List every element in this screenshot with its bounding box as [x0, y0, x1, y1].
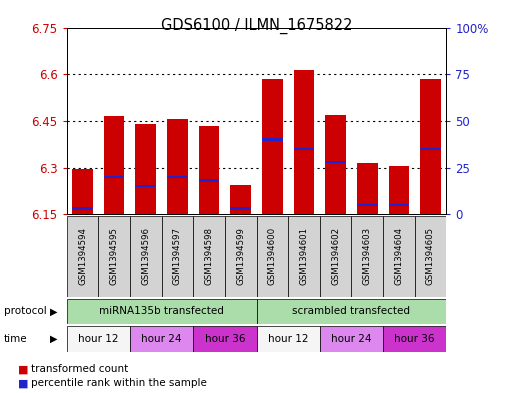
Bar — [135, 185, 156, 187]
Text: GSM1394603: GSM1394603 — [363, 228, 372, 285]
Text: ▶: ▶ — [50, 334, 57, 344]
Text: hour 24: hour 24 — [331, 334, 371, 344]
Bar — [72, 208, 93, 210]
Bar — [262, 79, 283, 214]
Bar — [104, 176, 125, 178]
Bar — [351, 216, 383, 297]
Bar — [383, 326, 446, 352]
Bar — [320, 326, 383, 352]
Text: ■: ■ — [18, 378, 28, 388]
Bar — [325, 115, 346, 214]
Bar — [104, 116, 125, 214]
Bar — [357, 204, 378, 206]
Bar — [230, 208, 251, 210]
Bar — [72, 169, 93, 214]
Text: GSM1394594: GSM1394594 — [78, 228, 87, 285]
Bar — [388, 204, 409, 206]
Text: GSM1394598: GSM1394598 — [205, 228, 213, 285]
Text: GSM1394600: GSM1394600 — [268, 228, 277, 285]
Text: scrambled transfected: scrambled transfected — [292, 307, 410, 316]
Bar — [98, 216, 130, 297]
Bar — [383, 216, 415, 297]
Bar — [67, 299, 256, 324]
Bar — [193, 326, 256, 352]
Text: GSM1394596: GSM1394596 — [141, 228, 150, 285]
Text: hour 12: hour 12 — [268, 334, 308, 344]
Bar — [167, 176, 188, 178]
Text: hour 36: hour 36 — [205, 334, 245, 344]
Bar — [420, 148, 441, 150]
Bar — [167, 119, 188, 214]
Text: percentile rank within the sample: percentile rank within the sample — [31, 378, 207, 388]
Bar — [130, 326, 193, 352]
Text: GSM1394599: GSM1394599 — [236, 228, 245, 285]
Text: hour 12: hour 12 — [78, 334, 119, 344]
Bar — [325, 161, 346, 163]
Bar — [256, 326, 320, 352]
Bar — [288, 216, 320, 297]
Bar — [135, 124, 156, 214]
Bar — [320, 216, 351, 297]
Bar — [199, 179, 220, 182]
Bar — [415, 216, 446, 297]
Text: transformed count: transformed count — [31, 364, 128, 375]
Bar — [256, 216, 288, 297]
Text: protocol: protocol — [4, 307, 47, 316]
Bar — [130, 216, 162, 297]
Bar — [199, 125, 220, 214]
Text: GSM1394605: GSM1394605 — [426, 228, 435, 285]
Text: hour 36: hour 36 — [394, 334, 435, 344]
Text: GSM1394602: GSM1394602 — [331, 228, 340, 285]
Bar — [67, 326, 130, 352]
Bar — [420, 79, 441, 214]
Text: GSM1394601: GSM1394601 — [300, 228, 308, 285]
Bar — [357, 163, 378, 214]
Bar — [262, 138, 283, 141]
Bar — [293, 70, 314, 214]
Text: GSM1394604: GSM1394604 — [394, 228, 403, 285]
Text: GDS6100 / ILMN_1675822: GDS6100 / ILMN_1675822 — [161, 18, 352, 34]
Bar — [256, 299, 446, 324]
Text: miRNA135b transfected: miRNA135b transfected — [99, 307, 224, 316]
Bar — [67, 216, 98, 297]
Text: GSM1394597: GSM1394597 — [173, 228, 182, 285]
Bar — [162, 216, 193, 297]
Bar — [225, 216, 256, 297]
Bar — [230, 185, 251, 214]
Text: GSM1394595: GSM1394595 — [110, 228, 119, 285]
Text: ■: ■ — [18, 364, 28, 375]
Text: hour 24: hour 24 — [142, 334, 182, 344]
Bar — [293, 148, 314, 150]
Bar — [388, 166, 409, 214]
Text: ▶: ▶ — [50, 307, 57, 316]
Bar — [193, 216, 225, 297]
Text: time: time — [4, 334, 28, 344]
